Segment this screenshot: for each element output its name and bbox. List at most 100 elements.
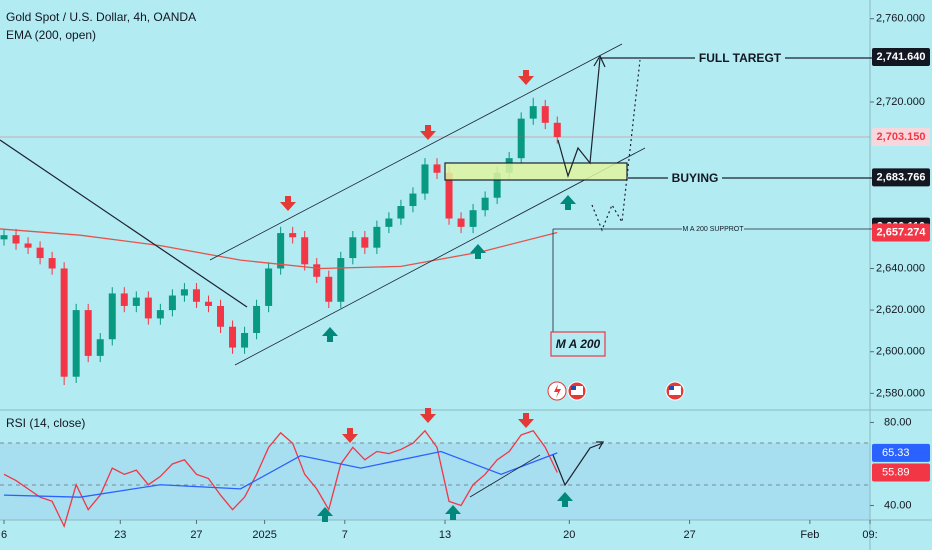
label-gap bbox=[695, 51, 785, 65]
candle-body bbox=[289, 233, 297, 238]
candle-body bbox=[217, 305, 225, 327]
event-icons[interactable] bbox=[547, 381, 685, 401]
sell-arrow bbox=[420, 408, 436, 423]
candle-body bbox=[168, 295, 176, 311]
candle-body bbox=[192, 289, 200, 302]
x-tick-label: 6 bbox=[1, 529, 7, 541]
candle-body bbox=[180, 289, 188, 296]
price-label: 2,657.274 bbox=[877, 226, 927, 238]
candle-body bbox=[0, 235, 8, 240]
pane-title: RSI (14, close) bbox=[6, 416, 85, 430]
x-tick-label: 09: bbox=[862, 529, 877, 541]
price-label: 2,683.766 bbox=[877, 171, 926, 183]
candle-body bbox=[241, 332, 249, 348]
candle-body bbox=[108, 293, 116, 340]
y-tick-label: 2,720.000 bbox=[876, 96, 925, 108]
candle-body bbox=[433, 164, 441, 173]
y-tick-label: 2,640.000 bbox=[876, 262, 925, 274]
candle-body bbox=[325, 276, 333, 302]
x-tick-label: 27 bbox=[190, 529, 202, 541]
value-label-box bbox=[872, 443, 930, 462]
channel-line bbox=[209, 43, 623, 261]
buy-arrow bbox=[445, 505, 461, 520]
value-label: 55.89 bbox=[882, 466, 910, 478]
buying-zone bbox=[444, 162, 628, 181]
candle-body bbox=[409, 193, 417, 207]
candle-body bbox=[156, 310, 164, 319]
sell-arrow bbox=[342, 428, 358, 443]
y-tick-label: 2,580.000 bbox=[876, 387, 925, 399]
candle-body bbox=[313, 264, 321, 277]
plot-layer bbox=[0, 97, 870, 529]
candle-body bbox=[397, 206, 405, 219]
candle-body bbox=[24, 243, 32, 248]
candle-body bbox=[120, 293, 128, 306]
trend-line bbox=[0, 139, 248, 308]
candle-body bbox=[204, 301, 212, 306]
flag bbox=[571, 386, 583, 395]
flag bbox=[571, 386, 576, 390]
x-tick-label: 27 bbox=[683, 529, 695, 541]
x-tick-label: Feb bbox=[800, 529, 819, 541]
buy-arrow bbox=[322, 327, 338, 342]
candle-body bbox=[265, 268, 273, 306]
arrow-head bbox=[596, 441, 605, 450]
x-tick-label: 20 bbox=[563, 529, 575, 541]
candle-body bbox=[132, 297, 140, 306]
label-box bbox=[550, 331, 606, 357]
sell-arrow bbox=[280, 196, 296, 211]
candle-body bbox=[421, 164, 429, 194]
candle-body bbox=[445, 172, 453, 219]
candle-body bbox=[481, 197, 489, 211]
y-tick-label: 2,760.000 bbox=[876, 13, 925, 25]
flag bbox=[669, 386, 674, 390]
x-tick-label: 23 bbox=[114, 529, 126, 541]
series-line bbox=[3, 429, 558, 529]
candle-body bbox=[469, 210, 477, 227]
event-icon-glyph bbox=[554, 384, 561, 398]
candle-body bbox=[553, 122, 561, 138]
price-label-box bbox=[872, 128, 930, 147]
label-gap bbox=[682, 224, 744, 234]
candle-body bbox=[96, 339, 104, 356]
candle-body bbox=[373, 226, 381, 248]
candle-body bbox=[529, 106, 537, 119]
y-tick-label: 2,620.000 bbox=[876, 304, 925, 316]
x-tick-label: 2025 bbox=[252, 529, 276, 541]
candle-body bbox=[385, 218, 393, 227]
price-label-box bbox=[872, 223, 930, 242]
candle-body bbox=[48, 258, 56, 269]
buy-arrow bbox=[317, 507, 333, 522]
candle-body bbox=[517, 118, 525, 159]
price-label: 2,703.150 bbox=[877, 131, 926, 143]
candle-body bbox=[36, 247, 44, 259]
value-label-box bbox=[872, 463, 930, 482]
annotation: M A 200 bbox=[556, 337, 601, 351]
label-gap bbox=[668, 171, 722, 185]
x-tick-label: 13 bbox=[439, 529, 451, 541]
candle-body bbox=[84, 310, 92, 356]
rsi-band bbox=[0, 443, 870, 520]
candle-body bbox=[337, 258, 345, 302]
buy-arrow bbox=[560, 195, 576, 210]
candle-body bbox=[253, 305, 261, 333]
candle-body bbox=[301, 237, 309, 265]
x-tick-label: 7 bbox=[342, 529, 348, 541]
annotation: BUYING bbox=[672, 171, 719, 185]
chart-title: Gold Spot / U.S. Dollar, 4h, OANDA bbox=[6, 10, 196, 24]
flag bbox=[669, 386, 681, 395]
sell-arrow bbox=[518, 413, 534, 428]
candle-body bbox=[72, 310, 80, 377]
y-tick-label: 40.00 bbox=[884, 499, 912, 511]
legend-entry: EMA (200, open) bbox=[6, 28, 96, 42]
arrow-head bbox=[593, 54, 606, 68]
drawings bbox=[0, 43, 872, 498]
price-label-box bbox=[872, 47, 930, 66]
channel-line bbox=[234, 147, 646, 366]
candle-body bbox=[277, 233, 285, 269]
annotation: FULL TAREGT bbox=[699, 51, 782, 65]
price-label: 2,741.640 bbox=[877, 51, 926, 63]
candle-body bbox=[144, 297, 152, 319]
